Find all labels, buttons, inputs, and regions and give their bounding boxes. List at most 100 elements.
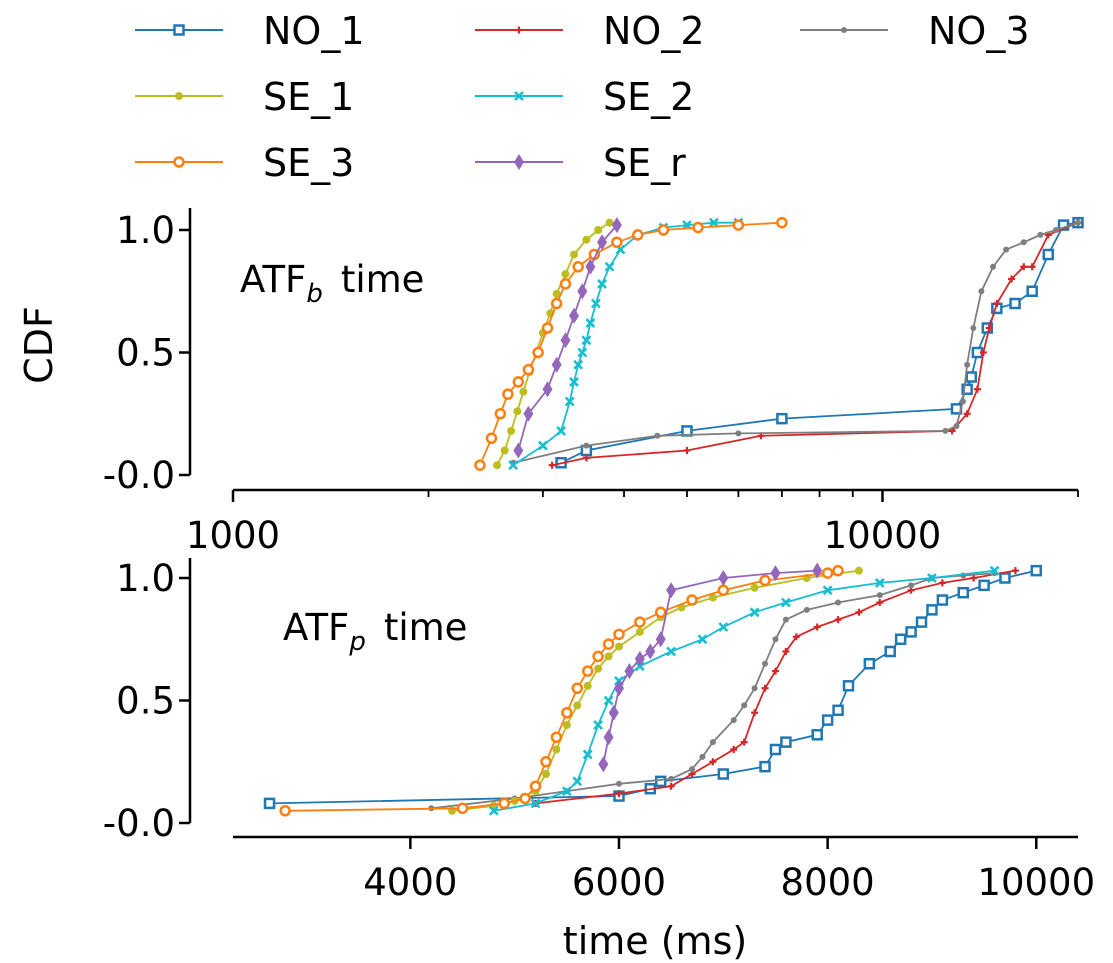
bottom-data-point <box>970 574 978 582</box>
top-series-line <box>512 221 1079 464</box>
legend-item-no_2: NO_2 <box>475 9 705 53</box>
legend-swatch-marker <box>515 26 523 34</box>
top-data-point <box>548 461 556 469</box>
bottom-data-point <box>1011 567 1019 575</box>
bottom-series-no_1 <box>263 564 1043 810</box>
legend-label: NO_1 <box>263 9 365 53</box>
legend-label: SE_2 <box>603 75 694 119</box>
bottom-data-point <box>488 805 499 816</box>
bottom-panel-annotation: ATFp time <box>283 606 467 657</box>
bottom-data-point <box>751 685 758 692</box>
top-data-point <box>541 322 554 334</box>
top-series-se_3 <box>474 216 788 471</box>
top-data-point <box>550 297 563 310</box>
bottom-y-ticks: -0.0 0.5 1.0 <box>103 557 190 845</box>
top-data-point <box>573 359 584 370</box>
legend-item-se_3: SE_3 <box>135 141 354 185</box>
top-data-point <box>990 263 997 270</box>
bottom-data-point <box>876 592 883 599</box>
top-series-no_2 <box>548 219 1082 469</box>
top-data-point <box>551 356 562 373</box>
top-data-point <box>556 425 567 436</box>
y-axis-label: CDF <box>17 306 61 384</box>
top-data-point <box>1026 285 1038 297</box>
bottom-x-tick-label: 10000 <box>977 861 1095 904</box>
top-data-point <box>542 381 553 398</box>
bottom-data-point <box>634 616 646 628</box>
bottom-data-point <box>279 805 291 817</box>
bottom-series-line <box>535 569 1016 805</box>
top-data-point <box>605 218 614 227</box>
top-data-point <box>1003 246 1010 253</box>
top-y-tick-label: -0.0 <box>103 454 175 497</box>
bottom-data-point <box>884 645 896 658</box>
top-data-point <box>585 258 596 275</box>
top-data-point <box>507 426 516 435</box>
bottom-data-point <box>666 582 677 599</box>
bottom-data-point <box>635 627 644 636</box>
bottom-data-point <box>782 616 789 623</box>
top-data-point <box>1008 275 1016 283</box>
top-data-point <box>1042 248 1055 261</box>
top-data-point <box>583 442 590 449</box>
top-series-lines <box>474 216 1084 471</box>
legend-swatch-marker <box>514 91 524 101</box>
top-data-point <box>537 440 548 451</box>
bottom-data-point <box>894 633 907 645</box>
top-data-point <box>611 236 623 248</box>
legend-label: NO_3 <box>928 9 1030 53</box>
bottom-data-point <box>822 585 833 596</box>
top-data-point <box>508 460 519 471</box>
top-data-point <box>569 307 580 324</box>
bottom-data-point <box>832 564 844 577</box>
bottom-data-point <box>655 631 666 648</box>
top-data-point <box>522 363 535 376</box>
top-data-point <box>1028 263 1036 271</box>
top-data-point <box>594 226 603 234</box>
bottom-data-point <box>562 721 571 729</box>
bottom-data-point <box>821 714 834 726</box>
top-data-point <box>494 408 507 420</box>
bottom-data-point <box>624 663 635 680</box>
top-data-point <box>942 427 949 434</box>
legend-label: SE_3 <box>263 141 354 185</box>
bottom-data-point <box>263 797 276 810</box>
legend-item-no_3: NO_3 <box>800 9 1030 53</box>
legend-swatch-marker <box>173 24 185 36</box>
top-data-point <box>973 385 981 393</box>
bottom-y-tick-label: 0.5 <box>116 680 175 723</box>
bottom-data-point <box>876 599 884 606</box>
top-data-point <box>1009 297 1021 310</box>
bottom-data-point <box>751 709 759 717</box>
bottom-data-point <box>761 684 769 692</box>
bottom-series-line <box>431 572 995 810</box>
bottom-data-point <box>572 776 583 787</box>
bottom-data-point <box>908 582 915 589</box>
bottom-data-point <box>842 680 855 692</box>
top-panel-annotation: ATFb time <box>240 258 424 309</box>
legend-swatch-marker <box>841 27 847 33</box>
bottom-data-point <box>855 608 863 616</box>
bottom-data-point <box>769 743 782 756</box>
bottom-data-point <box>541 770 550 778</box>
bottom-data-point <box>834 616 842 624</box>
bottom-data-point <box>749 607 760 618</box>
top-data-point <box>561 270 570 279</box>
top-data-point <box>1020 263 1028 271</box>
bottom-data-point <box>456 802 469 815</box>
top-data-point <box>1037 231 1044 238</box>
bottom-data-point <box>741 702 748 709</box>
bottom-data-point <box>604 652 613 661</box>
bottom-data-point <box>730 717 737 724</box>
top-y-ticks: -0.0 0.5 1.0 <box>103 209 190 497</box>
bottom-data-point <box>740 738 748 746</box>
legend-item-se_1: SE_1 <box>135 75 354 119</box>
bottom-data-point <box>561 786 572 797</box>
top-panel: -0.0 0.5 1.0 1000 10000 ATFb time <box>103 208 1084 557</box>
bottom-data-point <box>667 782 675 790</box>
bottom-data-point <box>938 579 946 587</box>
top-series-se_2 <box>508 217 744 471</box>
top-series-no_3 <box>510 219 1081 466</box>
bottom-data-point <box>666 646 677 657</box>
